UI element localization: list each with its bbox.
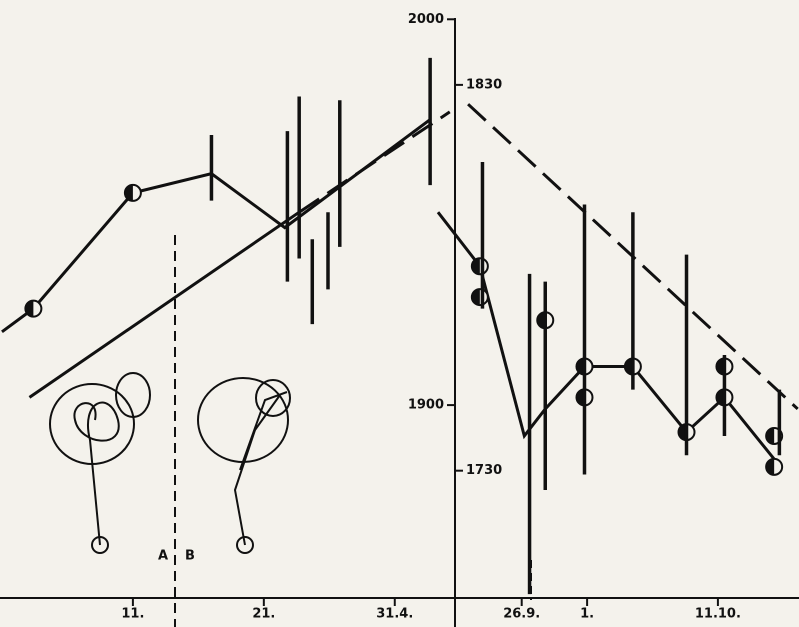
track	[73, 401, 120, 546]
line	[28, 210, 301, 399]
track	[233, 391, 288, 546]
marker	[123, 183, 142, 202]
start	[236, 536, 254, 554]
marker	[470, 257, 489, 276]
loop	[197, 377, 289, 463]
y-tick-label: 2000	[408, 12, 444, 27]
x-tick-label: 11.10.	[695, 607, 741, 622]
loop	[115, 372, 151, 418]
x-tick-label: 31.4.	[376, 607, 413, 622]
marker	[470, 288, 489, 307]
decor	[0, 18, 799, 627]
x-tick-label: 1.	[580, 607, 594, 622]
line	[1, 118, 432, 334]
start	[91, 536, 109, 554]
marker	[24, 299, 43, 318]
loop	[255, 379, 291, 417]
x-tick-label: 11.	[121, 607, 144, 622]
x-tick-label: 26.9.	[503, 607, 540, 622]
y-tick-label: 1900	[408, 398, 444, 413]
annotation: B	[185, 549, 195, 564]
line	[298, 110, 451, 214]
annotation: A	[158, 549, 168, 564]
y-tick-label: 1830	[466, 77, 502, 92]
marker	[765, 457, 784, 476]
y-tick-label: 1730	[466, 463, 502, 478]
x-tick-label: 21.	[252, 607, 275, 622]
